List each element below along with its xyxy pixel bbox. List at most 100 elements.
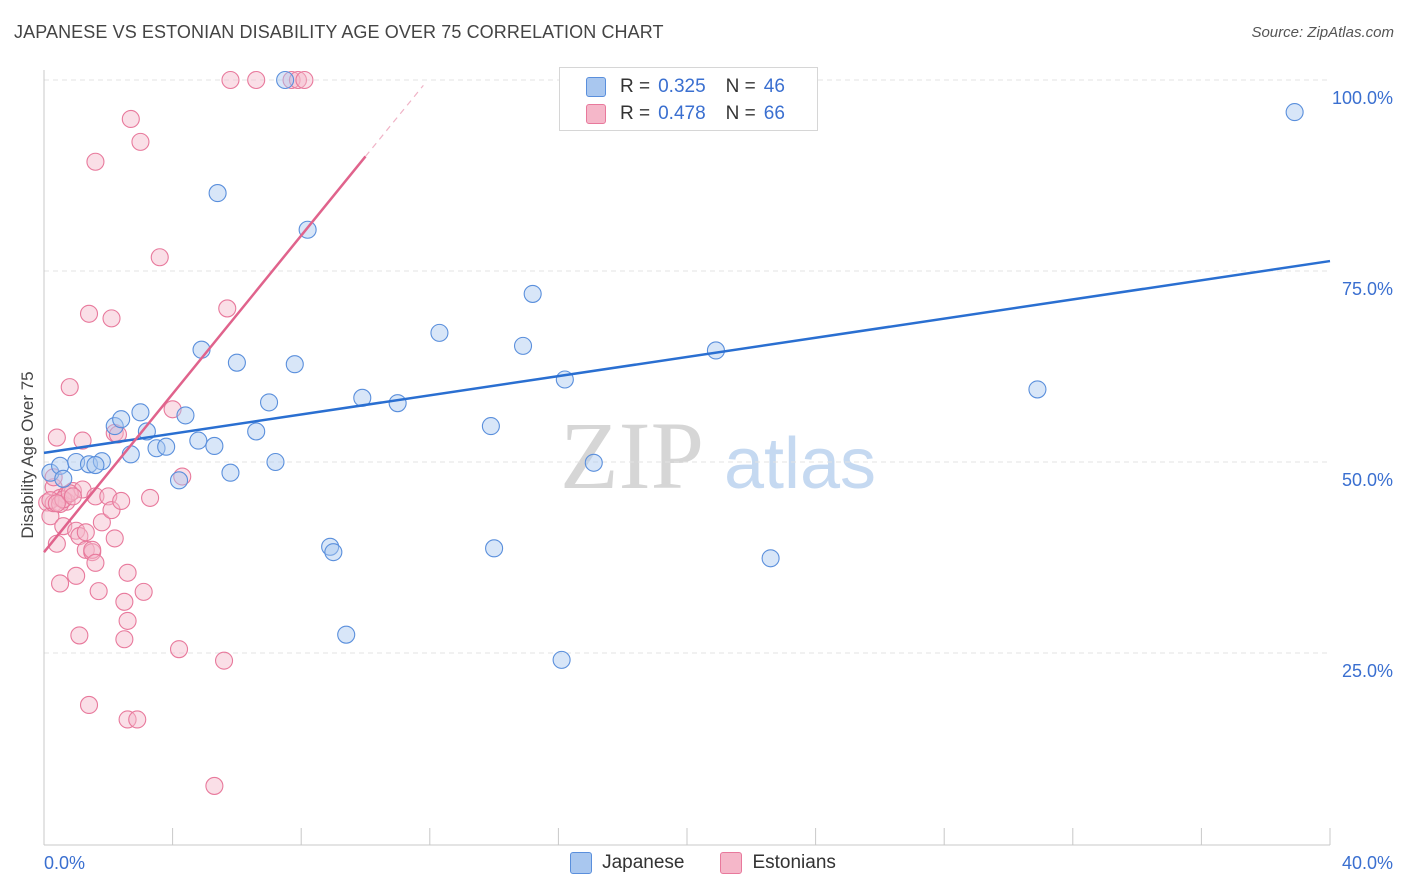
legend-r-value: 0.478	[658, 103, 706, 124]
legend-label-estonians: Estonians	[752, 852, 836, 873]
japanese-point	[147, 439, 166, 458]
estonians-point	[79, 304, 99, 323]
japanese-point	[584, 453, 603, 472]
watermark-atlas: atlas	[724, 424, 876, 504]
legend-n-label: N =	[725, 103, 756, 124]
estonians-points	[38, 70, 314, 795]
estonians-point	[118, 611, 137, 630]
y-tick-label: 25.0%	[1342, 661, 1393, 681]
estonians-point	[218, 299, 237, 318]
estonians-point	[51, 574, 70, 593]
japanese-point	[388, 394, 407, 413]
estonians-point	[118, 710, 137, 729]
trend-lines	[43, 84, 1331, 553]
estonians-swatch	[586, 104, 606, 124]
chart-title: JAPANESE VS ESTONIAN DISABILITY AGE OVER…	[14, 22, 664, 42]
estonians-point	[115, 592, 134, 611]
japanese-point	[112, 410, 131, 429]
legend-r-label: R =	[620, 76, 651, 97]
estonians-point	[128, 710, 147, 729]
estonians-point	[288, 70, 308, 90]
estonians-point	[102, 309, 121, 328]
japanese-point	[552, 650, 571, 669]
estonians-point	[92, 513, 111, 532]
estonians-point	[86, 152, 105, 171]
estonians-point	[150, 248, 169, 267]
japanese-point	[337, 625, 356, 644]
legend-label-japanese: Japanese	[602, 852, 685, 873]
japanese-point	[266, 452, 285, 472]
japanese-point	[208, 184, 227, 203]
estonians-point	[47, 494, 66, 513]
legend-row-estonians: R = 0.478 N = 66	[586, 102, 785, 126]
estonians-point	[221, 70, 240, 90]
japanese-point	[276, 70, 295, 90]
japanese-point	[1028, 380, 1047, 399]
japanese-point	[86, 456, 105, 475]
estonians-point	[102, 501, 121, 520]
estonians-point	[247, 70, 266, 90]
japanese-point	[706, 341, 725, 360]
japanese-point	[485, 539, 504, 558]
japanese-point	[169, 471, 189, 490]
x-tick-label: 40.0%	[1342, 853, 1393, 873]
watermark-zip: ZIP	[560, 402, 704, 509]
legend-r-value: 0.325	[658, 76, 706, 97]
estonians-point	[282, 70, 301, 90]
japanese-point	[285, 355, 304, 374]
axes	[43, 70, 1331, 846]
estonians-point	[121, 109, 140, 129]
estonians-point	[79, 695, 99, 715]
legend-n-value: 46	[763, 76, 785, 97]
estonians-point	[70, 626, 89, 645]
estonians-point	[67, 521, 86, 540]
japanese-point	[1285, 103, 1304, 122]
estonians-point	[295, 70, 314, 90]
estonians-point	[115, 630, 134, 649]
japanese-point	[189, 431, 208, 450]
estonians-point	[89, 582, 108, 601]
japanese-swatch	[586, 77, 606, 97]
japanese-point	[259, 393, 279, 412]
x-tick-label: 0.0%	[44, 853, 85, 873]
japanese-point	[761, 549, 780, 568]
stats-legend: R = 0.325 N = 46 R = 0.478 N = 66	[559, 67, 818, 131]
japanese-point	[481, 417, 500, 436]
japanese-point	[227, 353, 246, 372]
legend-n-label: N =	[725, 76, 756, 97]
estonians-point	[60, 378, 79, 397]
estonians-point	[67, 566, 86, 585]
japanese-point	[157, 437, 176, 456]
japanese-point	[205, 436, 224, 456]
legend-r-label: R =	[620, 103, 651, 124]
estonians-point	[118, 563, 137, 582]
estonians-point	[47, 428, 66, 447]
estonians-point	[63, 487, 82, 506]
estonians-point	[131, 132, 150, 151]
estonians-point	[141, 488, 160, 507]
y-tick-label: 75.0%	[1342, 279, 1393, 299]
japanese-point	[247, 422, 266, 441]
estonians-point	[169, 640, 189, 659]
estonians-point	[205, 776, 224, 795]
legend-item-estonians[interactable]: Estonians	[720, 852, 836, 874]
estonians-point	[86, 553, 105, 572]
japanese-point	[54, 469, 73, 488]
estonians-trend-extension	[365, 84, 424, 157]
japanese-point	[221, 463, 240, 482]
legend-n-value: 66	[763, 103, 785, 124]
japanese-point	[131, 403, 150, 422]
japanese-point	[321, 537, 340, 556]
estonians-legend-swatch	[720, 852, 743, 874]
estonians-trend-line	[43, 155, 367, 553]
estonians-point	[112, 491, 131, 511]
estonians-point	[105, 529, 124, 548]
japanese-point	[430, 323, 449, 342]
japanese-point	[513, 336, 533, 355]
chart-source: Source: ZipAtlas.com	[1251, 24, 1394, 41]
zipatlas-watermark: ZIP atlas	[560, 402, 876, 509]
japanese-legend-swatch	[570, 852, 593, 874]
legend-item-japanese[interactable]: Japanese	[570, 852, 684, 874]
legend-row-japanese: R = 0.325 N = 46	[586, 75, 785, 99]
